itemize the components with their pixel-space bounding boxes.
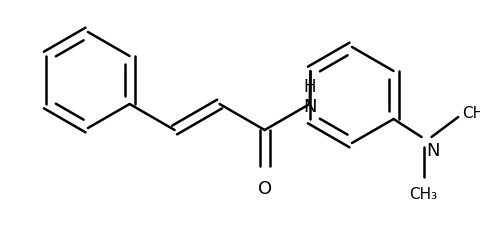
Text: CH₃: CH₃ — [462, 106, 480, 121]
Text: H: H — [303, 78, 316, 96]
Text: N: N — [303, 98, 316, 116]
Text: O: O — [258, 180, 272, 198]
Text: CH₃: CH₃ — [409, 187, 438, 202]
Text: N: N — [427, 142, 440, 160]
